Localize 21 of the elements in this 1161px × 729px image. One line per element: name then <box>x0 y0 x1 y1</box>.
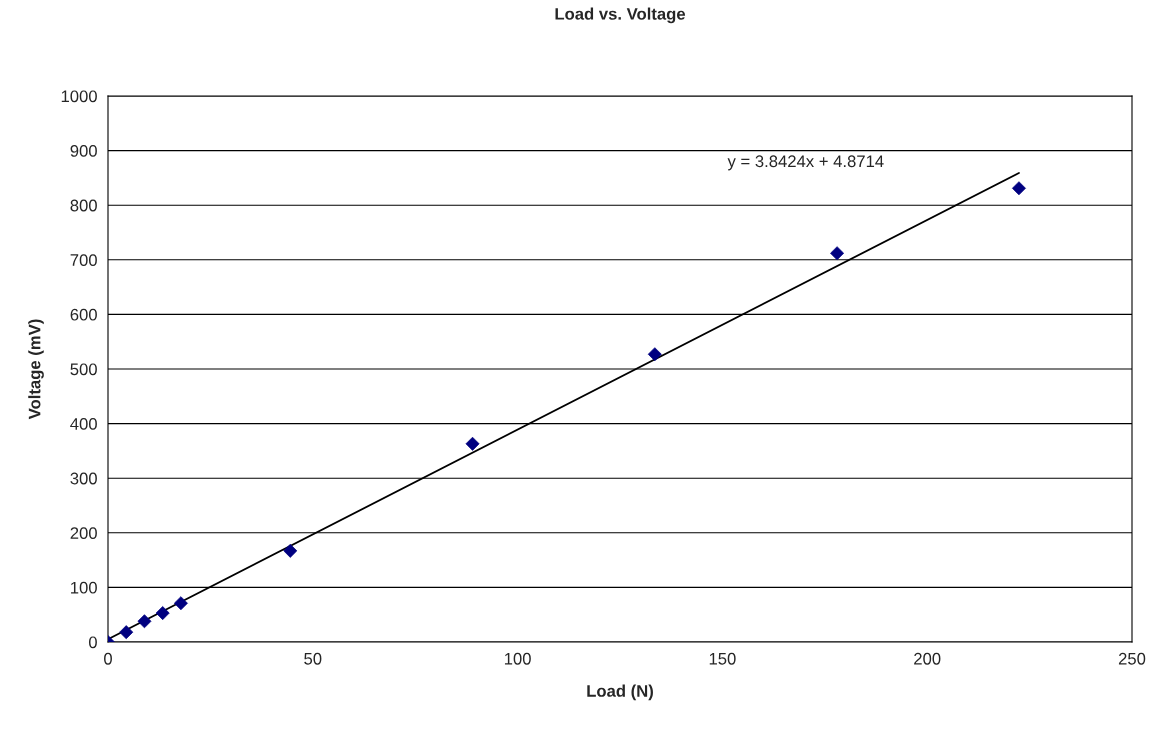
x-tick-label: 250 <box>1118 652 1146 665</box>
y-tick-label: 1000 <box>61 90 97 103</box>
chart-title: Load vs. Voltage <box>555 7 686 24</box>
y-tick-label: 100 <box>71 581 97 594</box>
y-tick-label: 300 <box>70 472 97 485</box>
y-tick-label: 900 <box>70 145 97 157</box>
y-tick-label: 500 <box>70 363 97 376</box>
x-tick-label: 50 <box>304 652 322 665</box>
x-tick-label: 200 <box>914 652 941 665</box>
annotation: y = 3.8424x + 4.8714 <box>727 155 884 171</box>
x-tick-label: 0 <box>104 652 112 665</box>
x-axis-title: Load (N) <box>587 684 653 701</box>
x-tick-label: 150 <box>709 652 736 665</box>
y-tick-label: 200 <box>70 527 97 539</box>
x-tick-label: 100 <box>504 652 531 665</box>
y-tick-label: 0 <box>88 636 97 649</box>
y-axis-title: Voltage (mV) <box>28 319 44 420</box>
y-tick-label: 700 <box>70 254 97 266</box>
y-tick-label: 800 <box>70 199 97 212</box>
y-tick-label: 600 <box>70 308 97 321</box>
y-tick-label: 400 <box>70 418 97 430</box>
